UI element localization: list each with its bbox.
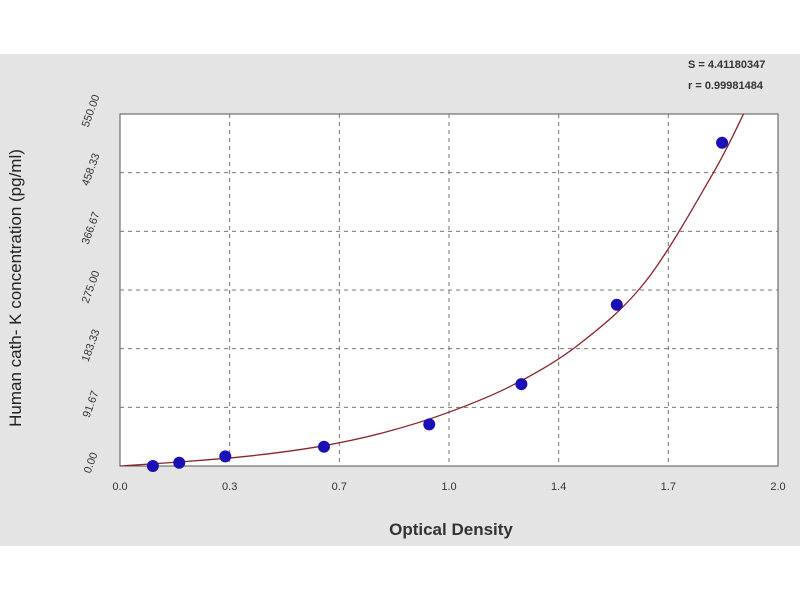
fit-curve-layer [120,114,745,466]
x-axis-title: Optical Density [389,520,513,539]
data-point [610,298,623,311]
data-point [423,418,436,431]
fit-curve [120,114,745,466]
y-axis-title: Human cath- K concentration (pg/ml) [6,149,25,427]
x-tick-label: 0.3 [222,481,237,493]
stat-s-value: S = 4.41180347 [688,59,765,71]
stat-r-value: r = 0.99981484 [688,80,764,92]
x-tick-labels: 0.0 0.3 0.7 1.0 1.4 1.7 2.0 [112,481,785,493]
data-point [716,136,729,149]
x-tick-label: 1.4 [551,481,566,493]
x-tick-label: 2.0 [770,481,785,493]
top-margin [0,0,800,54]
bottom-margin [0,546,800,600]
x-tick-label: 0.0 [112,481,127,493]
x-tick-label: 0.7 [332,481,347,493]
grid-lines [120,114,778,466]
data-points [146,136,729,472]
x-tick-label: 1.0 [441,481,456,493]
data-point [146,460,159,472]
data-point [219,450,232,463]
data-point [173,456,186,469]
x-tick-label: 1.7 [661,481,676,493]
data-point [317,440,330,453]
data-point [515,378,528,391]
